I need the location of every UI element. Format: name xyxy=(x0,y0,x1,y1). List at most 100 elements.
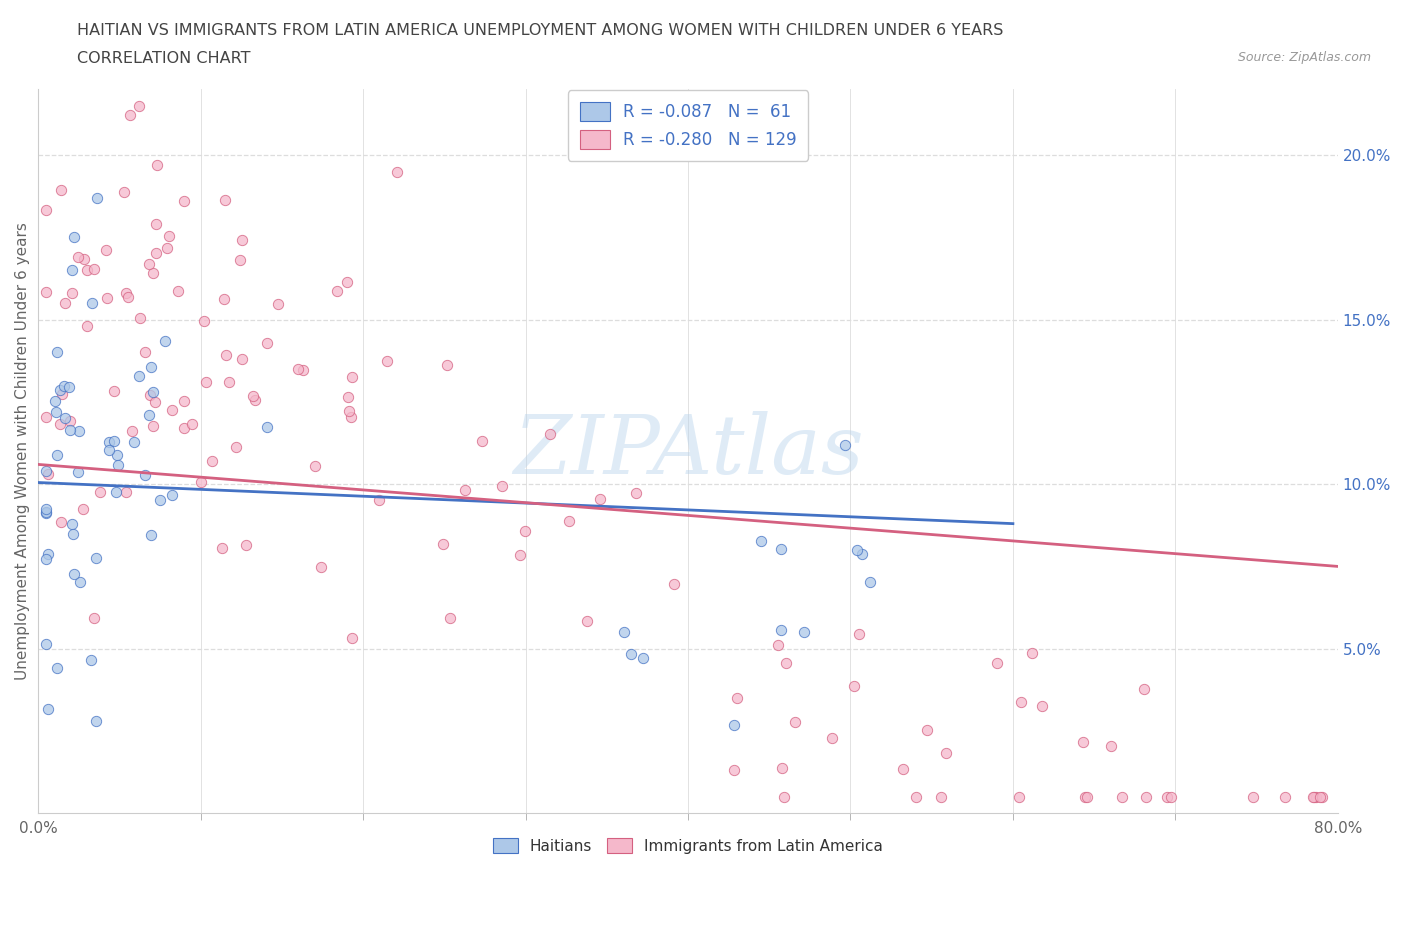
Point xyxy=(848,627,870,642)
Point xyxy=(82,296,104,311)
Point xyxy=(785,714,807,729)
Point xyxy=(311,560,333,575)
Point xyxy=(80,652,103,667)
Point xyxy=(723,762,745,777)
Point xyxy=(242,389,264,404)
Point xyxy=(929,790,952,804)
Point xyxy=(134,345,156,360)
Point xyxy=(62,526,84,541)
Point xyxy=(167,283,190,298)
Point xyxy=(128,99,150,113)
Point xyxy=(53,296,76,311)
Point xyxy=(1274,790,1296,804)
Point xyxy=(339,410,361,425)
Point xyxy=(45,345,67,360)
Point xyxy=(842,678,865,693)
Point xyxy=(1021,646,1043,661)
Point xyxy=(858,575,880,590)
Point xyxy=(160,487,183,502)
Point xyxy=(193,313,215,328)
Text: ZIPAtlas: ZIPAtlas xyxy=(513,411,863,491)
Point xyxy=(375,353,398,368)
Point xyxy=(773,790,796,804)
Point xyxy=(69,575,91,590)
Point xyxy=(770,760,793,775)
Point xyxy=(128,311,150,325)
Point xyxy=(935,746,957,761)
Point xyxy=(243,392,266,407)
Point xyxy=(45,405,67,419)
Point xyxy=(626,485,648,500)
Point xyxy=(1302,790,1324,804)
Y-axis label: Unemployment Among Women with Children Under 6 years: Unemployment Among Women with Children U… xyxy=(15,222,30,680)
Point xyxy=(1160,790,1182,804)
Point xyxy=(103,433,125,448)
Point xyxy=(336,275,359,290)
Point xyxy=(1132,682,1154,697)
Point xyxy=(51,514,73,529)
Point xyxy=(211,540,233,555)
Point xyxy=(723,718,745,733)
Point xyxy=(37,547,59,562)
Point xyxy=(1111,790,1133,804)
Point xyxy=(60,517,83,532)
Point xyxy=(118,108,141,123)
Point xyxy=(143,394,166,409)
Point xyxy=(340,631,363,645)
Point xyxy=(770,622,793,637)
Point xyxy=(51,386,73,401)
Point xyxy=(86,551,108,565)
Point xyxy=(35,501,58,516)
Point xyxy=(1303,790,1326,804)
Point xyxy=(139,359,162,374)
Point xyxy=(436,358,458,373)
Point xyxy=(173,420,195,435)
Point xyxy=(201,454,224,469)
Point xyxy=(287,361,309,376)
Point xyxy=(340,370,363,385)
Point xyxy=(35,505,58,520)
Point xyxy=(589,491,612,506)
Point xyxy=(53,411,76,426)
Point xyxy=(63,567,86,582)
Point xyxy=(228,252,250,267)
Point xyxy=(49,383,72,398)
Point xyxy=(142,418,165,433)
Point xyxy=(53,379,76,393)
Point xyxy=(915,723,938,737)
Text: Source: ZipAtlas.com: Source: ZipAtlas.com xyxy=(1237,51,1371,64)
Point xyxy=(1156,790,1178,804)
Point xyxy=(84,714,107,729)
Point xyxy=(160,403,183,418)
Point xyxy=(35,551,58,566)
Text: CORRELATION CHART: CORRELATION CHART xyxy=(77,51,250,66)
Point xyxy=(1241,790,1264,804)
Point xyxy=(35,203,58,218)
Point xyxy=(385,165,408,179)
Point xyxy=(89,485,111,499)
Point xyxy=(59,422,82,437)
Point xyxy=(58,379,80,394)
Point xyxy=(86,191,108,206)
Point xyxy=(105,485,128,499)
Point xyxy=(98,435,121,450)
Point xyxy=(37,701,59,716)
Point xyxy=(139,527,162,542)
Point xyxy=(292,363,315,378)
Point xyxy=(905,790,928,804)
Point xyxy=(256,336,278,351)
Point xyxy=(662,577,685,591)
Point xyxy=(454,483,477,498)
Point xyxy=(1031,699,1053,714)
Point xyxy=(820,730,842,745)
Point xyxy=(35,463,58,478)
Point xyxy=(775,656,797,671)
Legend: Haitians, Immigrants from Latin America: Haitians, Immigrants from Latin America xyxy=(486,831,889,859)
Point xyxy=(157,229,180,244)
Point xyxy=(59,414,82,429)
Point xyxy=(515,524,537,538)
Point xyxy=(1010,695,1032,710)
Text: HAITIAN VS IMMIGRANTS FROM LATIN AMERICA UNEMPLOYMENT AMONG WOMEN WITH CHILDREN : HAITIAN VS IMMIGRANTS FROM LATIN AMERICA… xyxy=(77,23,1004,38)
Point xyxy=(139,388,162,403)
Point xyxy=(98,443,121,458)
